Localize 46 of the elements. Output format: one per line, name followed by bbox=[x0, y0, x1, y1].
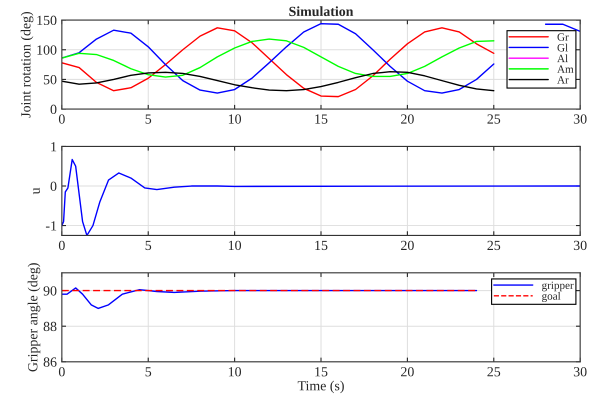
y-axis-title: Joint rotation (deg) bbox=[20, 12, 34, 118]
x-tick-label: 10 bbox=[228, 114, 242, 124]
x-tick-label: 15 bbox=[315, 114, 328, 124]
y-tick-label: 0 bbox=[50, 182, 56, 191]
x-tick-label: 20 bbox=[401, 114, 414, 124]
x-tick-label: 0 bbox=[58, 114, 65, 124]
y-tick-label: 0 bbox=[50, 104, 56, 114]
x-tick-label: 5 bbox=[146, 367, 152, 376]
x-tick-label: 5 bbox=[146, 114, 152, 124]
y-tick-label: 88 bbox=[44, 322, 56, 332]
x-tick-label: 30 bbox=[574, 367, 587, 376]
legend-label: Al bbox=[557, 54, 568, 62]
legend-label: Ar bbox=[557, 76, 569, 84]
x-tick-label: 30 bbox=[574, 114, 587, 124]
y-tick-label: -1 bbox=[46, 221, 56, 230]
x-tick-label: 10 bbox=[228, 240, 242, 250]
x-tick-label: 25 bbox=[487, 367, 500, 376]
chart-title: Simulation bbox=[289, 6, 354, 16]
y-axis-title: Gripper angle (deg) bbox=[28, 263, 40, 372]
y-tick-label: 100 bbox=[37, 45, 56, 55]
x-tick-label: 25 bbox=[487, 240, 500, 250]
line-series bbox=[62, 71, 494, 92]
y-tick-label: 90 bbox=[44, 286, 56, 296]
y-tick-label: 150 bbox=[37, 16, 56, 26]
line-series bbox=[62, 38, 494, 78]
x-tick-label: 10 bbox=[228, 367, 242, 376]
legend-label: gripper bbox=[542, 282, 574, 292]
x-tick-label: 5 bbox=[146, 240, 152, 250]
x-tick-label: 15 bbox=[315, 240, 328, 250]
y-tick-label: 1 bbox=[51, 142, 56, 152]
line-series bbox=[62, 27, 494, 98]
x-axis-title: Time (s) bbox=[298, 380, 344, 394]
x-tick-label: 25 bbox=[487, 114, 500, 124]
legend-label: goal bbox=[542, 292, 561, 302]
x-tick-label: 30 bbox=[574, 240, 587, 250]
y-tick-label: 86 bbox=[44, 357, 57, 367]
y-tick-label: 50 bbox=[44, 75, 56, 84]
x-tick-label: 20 bbox=[401, 367, 414, 376]
y-axis-title: u bbox=[33, 188, 40, 194]
x-tick-label: 20 bbox=[401, 240, 414, 250]
x-tick-label: 0 bbox=[58, 367, 65, 376]
x-tick-label: 15 bbox=[315, 367, 328, 376]
legend-label: Gl bbox=[557, 44, 568, 52]
legend-label: Gr bbox=[557, 33, 569, 41]
x-tick-label: 0 bbox=[58, 240, 65, 250]
legend-label: Am bbox=[557, 65, 574, 73]
